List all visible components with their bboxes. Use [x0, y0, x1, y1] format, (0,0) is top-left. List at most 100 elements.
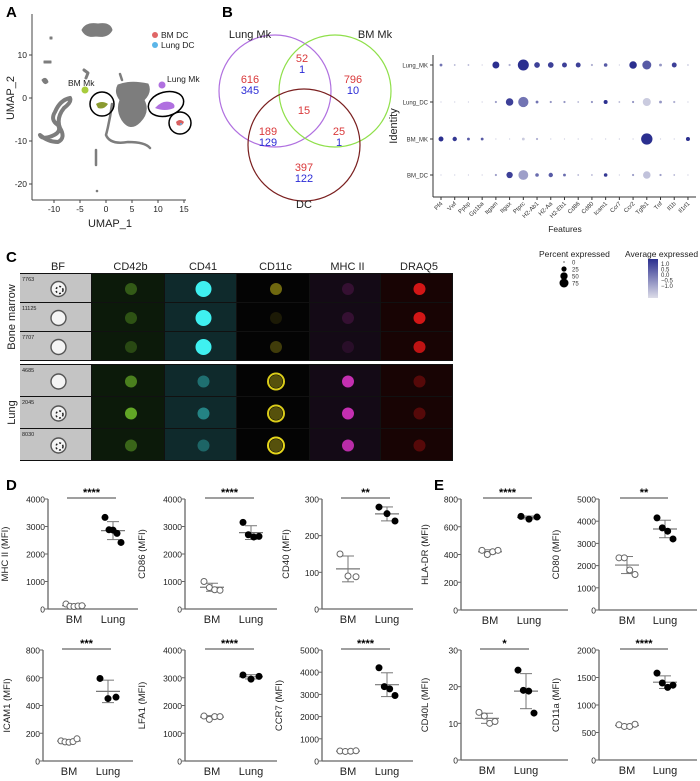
identity-label: Lung_DC [403, 101, 429, 107]
venn-circle-dc [247, 88, 361, 202]
legend-label: BM DC [161, 30, 188, 40]
channel-header: MHC II [330, 261, 364, 273]
panel-label-a: A [6, 4, 17, 21]
x-group-label: Lung [239, 614, 263, 626]
y-tick-label: 1000 [577, 701, 596, 711]
dot-lung_mk-cd80 [590, 63, 594, 67]
venn-circle-lung-mk [218, 34, 332, 148]
y-tick-label: 1500 [577, 673, 596, 683]
dot-bm_mk-ptprc [521, 137, 525, 141]
venn-diagram: Lung Mk BM MkDC61634552179610151891292513… [218, 29, 393, 211]
data-point-bm [480, 712, 488, 720]
scatter-plot-mhc: 0 1000 2000 3000 4000 MHC II (MFI) BM Lung **** [0, 487, 138, 626]
feature-label: Pf4 [434, 201, 445, 212]
panel-label-c: C [6, 249, 17, 266]
lung-mk-marker [158, 81, 166, 89]
venn-count-up: 52 [296, 53, 308, 65]
cell-image-mhc-ii [310, 332, 380, 360]
brightfield-cell [50, 309, 67, 327]
x-group-label: Lung [653, 765, 677, 777]
significance-stars: **** [635, 638, 653, 650]
data-point-lung [658, 679, 666, 687]
significance-stars: **** [221, 638, 239, 650]
data-point-bm [78, 602, 86, 610]
dot-bm_mk-tnf [659, 138, 662, 140]
data-point-lung [255, 532, 263, 540]
cell-id: 4685 [22, 368, 34, 374]
x-tick-label: 15 [179, 204, 189, 214]
brightfield-cell [50, 373, 67, 390]
data-point-lung [113, 529, 121, 537]
significance-stars: ** [361, 487, 370, 499]
brightfield-granules [55, 442, 64, 451]
significance-stars: **** [357, 638, 375, 650]
brightfield-cell [50, 405, 67, 422]
x-tick-label: -10 [48, 204, 61, 214]
y-tick-label: 2000 [577, 561, 596, 571]
y-tick-label: 500 [582, 728, 596, 738]
dot-bm_mk-il1b [673, 138, 675, 140]
dot-lung_dc-cd86 [577, 101, 580, 103]
size-legend-dot [560, 272, 568, 280]
x-axis-label: UMAP_1 [88, 218, 132, 230]
venn-count-down: 345 [241, 85, 259, 97]
x-group-label: BM [340, 766, 357, 778]
dot-bm_mk-il1rl1 [685, 136, 690, 142]
y-axis-label: CD80 (MFI) [551, 530, 562, 580]
y-tick-label: 3000 [163, 522, 182, 532]
cell-image-cd42b [92, 303, 164, 331]
lung-mk-label: Lung Mk [167, 74, 200, 84]
size-legend-label: 75 [572, 282, 579, 288]
y-axis-label: CD11a (MFI) [551, 678, 562, 732]
venn-set-label: Lung Mk [229, 29, 272, 41]
umap-cluster [49, 36, 53, 40]
x-group-label: BM [619, 765, 636, 777]
cell-image-mhc-ii [310, 303, 380, 331]
cell-image-cd42b [92, 429, 164, 460]
x-group-label: BM [340, 614, 357, 626]
fluorescent-cell [413, 283, 426, 295]
data-point-bm [344, 572, 352, 580]
feature-label: Cd86 [567, 201, 582, 216]
y-tick-label: 1000 [577, 583, 596, 593]
y-tick-label: 400 [26, 701, 40, 711]
fluorescent-cell [413, 312, 426, 324]
y-axis-label: CD40L (MFI) [420, 678, 431, 733]
data-point-bm [73, 735, 81, 743]
bm-mk-cells [96, 102, 108, 109]
x-group-label: BM [479, 765, 496, 777]
channel-header: BF [51, 261, 65, 273]
dot-lung_dc-ppbp [467, 101, 470, 103]
dot-lung_mk-h2-aa [547, 62, 554, 68]
cell-id: 2045 [22, 400, 34, 406]
y-tick-label: 0 [314, 757, 319, 767]
data-point-lung [255, 672, 263, 680]
dot-lung_dc-ccr2 [631, 100, 635, 104]
dot-lung_dc-icam1 [603, 99, 608, 105]
dot-bm_mk-cd86 [577, 138, 579, 140]
feature-label: Ccr7 [610, 201, 624, 215]
fluorescent-cell-fill [269, 407, 283, 420]
identity-label: BM_DC [407, 174, 429, 180]
fluorescent-cell [125, 407, 137, 420]
feature-label: Tnf [654, 201, 665, 212]
y-axis-label: UMAP_2 [5, 76, 17, 120]
y-tick-label: 30 [449, 646, 459, 656]
significance-stars: *** [80, 638, 94, 650]
dot-lung_mk-il1b [671, 62, 677, 68]
y-axis-label: ICAM1 (MFI) [2, 678, 13, 732]
data-point-lung [104, 695, 112, 703]
dot-bm_dc-itgax [506, 171, 513, 179]
fluorescent-cell [197, 407, 210, 420]
size-legend-label: 25 [572, 268, 579, 274]
group-label: Bone marrow [6, 284, 18, 349]
y-tick-label: 2000 [163, 550, 182, 560]
dot-bm_dc-pf4 [440, 174, 442, 176]
dot-bm_mk-ccr2 [632, 138, 634, 140]
data-point-bm [491, 718, 499, 725]
fluorescent-cell [270, 283, 282, 295]
fluorescent-cell-fill [269, 375, 283, 388]
dot-bm_dc-itgam [494, 173, 497, 177]
brightfield-granules [55, 285, 64, 295]
data-point-lung [669, 535, 677, 543]
